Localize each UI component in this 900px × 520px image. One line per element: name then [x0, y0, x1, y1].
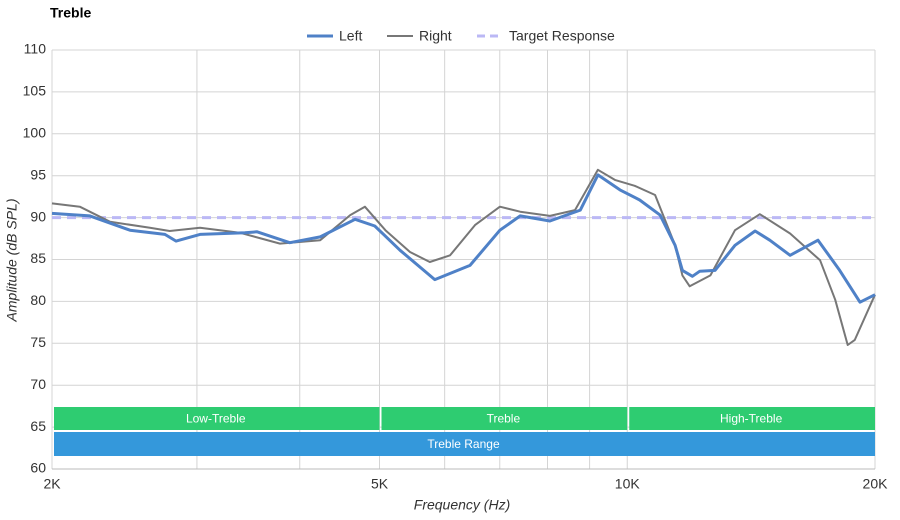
y-tick-label: 100: [23, 125, 47, 141]
range-band: [54, 432, 875, 456]
range-band: [629, 407, 875, 430]
range-band-label: Treble Range: [427, 437, 500, 451]
range-band: [54, 407, 380, 430]
series-line: [51, 173, 876, 304]
x-axis-label: Frequency (Hz): [414, 497, 510, 513]
y-tick-label: 110: [24, 41, 47, 57]
x-tick-label: 5K: [371, 476, 389, 492]
y-tick-label: 80: [30, 292, 46, 308]
range-band-label: Low-Treble: [186, 412, 246, 426]
series-line: [51, 168, 876, 346]
range-band-label: High-Treble: [720, 412, 783, 426]
range-band: [381, 407, 628, 430]
y-tick-label: 70: [30, 376, 46, 392]
y-tick-label: 75: [30, 334, 46, 350]
y-tick-label: 90: [30, 208, 46, 224]
y-tick-label: 85: [30, 250, 46, 266]
y-tick-label: 65: [30, 418, 46, 434]
legend-label: Target Response: [509, 28, 615, 44]
x-tick-label: 10K: [615, 476, 641, 492]
x-tick-label: 2K: [43, 476, 61, 492]
y-axis-label: Amplitude (dB SPL): [4, 199, 20, 323]
legend-label: Right: [419, 28, 452, 44]
range-band-label: Treble: [487, 412, 521, 426]
y-tick-label: 105: [23, 83, 47, 99]
y-tick-label: 60: [30, 460, 46, 476]
x-tick-label: 20K: [863, 476, 889, 492]
y-tick-label: 95: [30, 166, 46, 182]
legend-label: Left: [339, 28, 362, 44]
chart-title: Treble: [50, 5, 91, 21]
